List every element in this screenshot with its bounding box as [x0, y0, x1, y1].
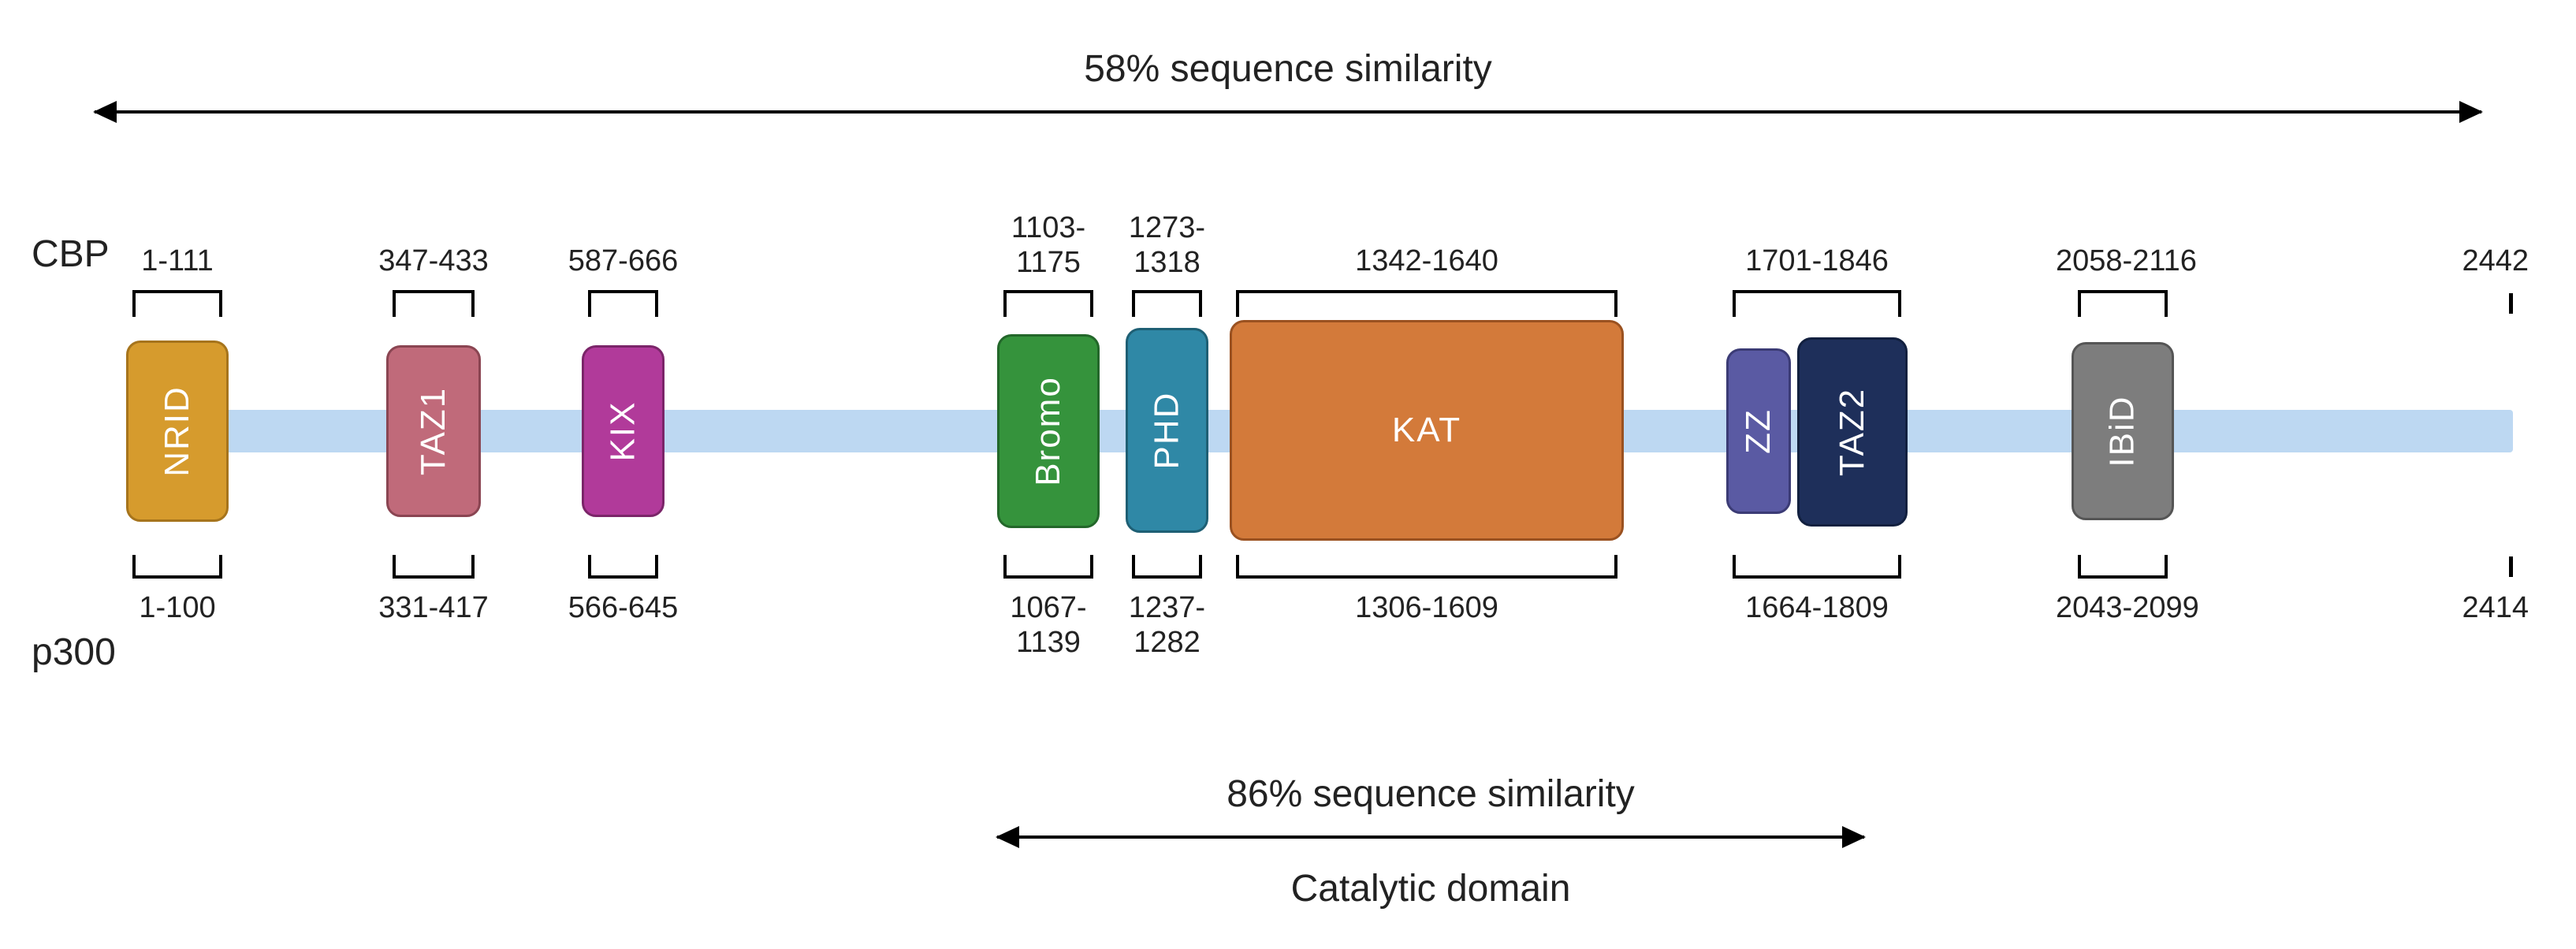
p300-end-tick — [2509, 556, 2513, 577]
domain-phd: PHD — [1126, 328, 1208, 533]
p300-range-kat: 1306-1609 — [1214, 591, 1640, 626]
domain-ibid: IBiD — [2072, 342, 2174, 520]
domain-nrid: NRID — [126, 341, 229, 522]
protein-domain-diagram: 58% sequence similarity CBP p300 NRID 1-1… — [32, 32, 2544, 917]
cbp-bracket-kat — [1236, 290, 1617, 293]
p300-range-kix: 566-645 — [566, 591, 680, 626]
cbp-end-tick — [2509, 293, 2513, 314]
cbp-bracket-ibid — [2078, 290, 2168, 293]
p300-range-zz_taz2: 1664-1809 — [1711, 591, 1923, 626]
cbp-range-kix: 587-666 — [566, 244, 680, 279]
cbp-range-ibid: 2058-2116 — [2056, 244, 2190, 279]
domain-kix: KIX — [582, 345, 664, 517]
domain-taz1-label: TAZ1 — [414, 387, 453, 475]
top-similarity-label: 58% sequence similarity — [1084, 47, 1492, 91]
cbp-range-phd: 1273-1318 — [1110, 211, 1224, 280]
cbp-bracket-bromo — [1003, 290, 1093, 293]
p300-bracket-kat — [1236, 575, 1617, 579]
p300-bracket-nrid — [132, 575, 222, 579]
p300-label: p300 — [32, 631, 116, 674]
p300-range-taz1: 331-417 — [370, 591, 497, 626]
p300-range-ibid: 2043-2099 — [2056, 591, 2190, 626]
domain-nrid-label: NRID — [158, 385, 197, 477]
p300-bracket-taz1 — [393, 575, 475, 579]
p300-bracket-kix — [588, 575, 658, 579]
p300-range-phd: 1237-1282 — [1110, 591, 1224, 660]
cbp-range-zz_taz2: 1701-1846 — [1711, 244, 1923, 279]
catalytic-domain-label: Catalytic domain — [997, 867, 1864, 910]
cbp-label: CBP — [32, 233, 110, 276]
domain-bromo: Bromo — [997, 334, 1100, 528]
domain-ibid-label: IBiD — [2103, 395, 2142, 467]
domain-taz1: TAZ1 — [386, 345, 481, 517]
p300-bracket-ibid — [2078, 575, 2168, 579]
p300-range-nrid: 1-100 — [110, 591, 244, 626]
domain-phd-label: PHD — [1148, 392, 1187, 470]
cbp-end-label: 2442 — [2462, 244, 2529, 279]
cbp-range-bromo: 1103-1175 — [981, 211, 1115, 280]
bottom-similarity-label: 86% sequence similarity — [997, 772, 1864, 816]
top-similarity-arrow — [95, 110, 2481, 114]
cbp-bracket-kix — [588, 290, 658, 293]
domain-zz: ZZ — [1726, 348, 1791, 514]
domain-zz-label: ZZ — [1739, 408, 1778, 454]
domain-bromo-label: Bromo — [1029, 376, 1068, 486]
cbp-range-taz1: 347-433 — [370, 244, 497, 279]
bottom-similarity-arrow — [997, 835, 1864, 839]
domain-kat: KAT — [1230, 320, 1624, 541]
cbp-bracket-zz_taz2 — [1733, 290, 1901, 293]
domain-taz2: TAZ2 — [1797, 337, 1908, 527]
p300-bracket-zz_taz2 — [1733, 575, 1901, 579]
p300-bracket-bromo — [1003, 575, 1093, 579]
track-area: NRID1-1111-100TAZ1347-433331-417KIX587-6… — [126, 166, 2513, 717]
p300-end-label: 2414 — [2462, 591, 2529, 626]
domain-taz2-label: TAZ2 — [1833, 388, 1872, 476]
domain-kat-label: KAT — [1392, 411, 1461, 450]
p300-range-bromo: 1067-1139 — [981, 591, 1115, 660]
cbp-bracket-phd — [1132, 290, 1202, 293]
cbp-range-nrid: 1-111 — [110, 244, 244, 279]
cbp-range-kat: 1342-1640 — [1214, 244, 1640, 279]
domain-kix-label: KIX — [603, 401, 642, 462]
cbp-bracket-taz1 — [393, 290, 475, 293]
cbp-bracket-nrid — [132, 290, 222, 293]
p300-bracket-phd — [1132, 575, 1202, 579]
